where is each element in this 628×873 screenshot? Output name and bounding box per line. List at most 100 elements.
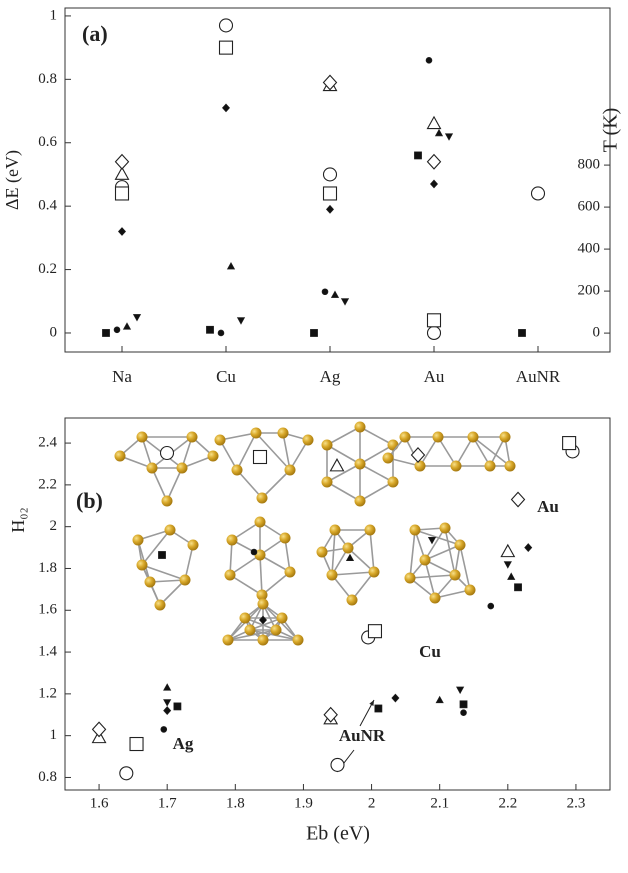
marker (322, 74, 338, 91)
atom (136, 431, 148, 443)
bond (141, 564, 186, 581)
y-tick-label: 2.2 (38, 476, 57, 492)
x-tick-label: 2.2 (498, 795, 517, 811)
structure-symbol (158, 551, 166, 559)
marker (218, 18, 234, 33)
bond (437, 436, 457, 467)
y2-tick-label: 400 (578, 241, 601, 257)
x-tick-label: AuNR (516, 367, 561, 386)
marker (114, 166, 130, 180)
bond (444, 527, 456, 576)
marker (114, 153, 130, 170)
atom (346, 594, 358, 606)
bond (326, 444, 361, 465)
atom (449, 569, 461, 581)
atom (354, 495, 366, 507)
bond (166, 467, 183, 502)
y-tick-label: 0.6 (38, 134, 57, 150)
x-tick-label: Cu (216, 367, 236, 386)
bond (419, 436, 439, 467)
atom (326, 569, 338, 581)
marker (102, 329, 110, 337)
bond (219, 432, 257, 441)
y-axis-label: ΔE (eV) (2, 150, 23, 210)
atom (226, 534, 238, 546)
atom (224, 569, 236, 581)
atom (382, 452, 394, 464)
bond (289, 439, 309, 471)
marker (425, 57, 433, 64)
atom (284, 464, 296, 476)
bond (244, 617, 277, 631)
x-tick-label: 1.9 (294, 795, 313, 811)
bond (255, 432, 291, 471)
atom (257, 634, 269, 646)
bond (141, 529, 171, 566)
bond (424, 559, 456, 576)
marker (322, 186, 338, 201)
marker (325, 204, 335, 214)
bond (472, 436, 491, 467)
atom (214, 434, 226, 446)
bond (236, 469, 263, 499)
structure-symbol (250, 548, 258, 556)
bond (229, 554, 261, 576)
bond (331, 571, 375, 576)
marker (160, 726, 168, 733)
atom (467, 431, 479, 443)
marker (322, 167, 338, 182)
marker (236, 317, 246, 325)
y2-axis-label: T (K) (600, 108, 622, 153)
bond (159, 579, 186, 606)
atom (454, 539, 466, 551)
marker (132, 314, 142, 322)
axes-frame (64, 7, 611, 353)
marker (163, 699, 172, 707)
y-tick-label: 0 (50, 324, 58, 340)
marker (321, 288, 329, 296)
bond (359, 426, 394, 446)
marker (426, 153, 442, 170)
atom (231, 464, 243, 476)
x-tick-label: 2.3 (567, 795, 586, 811)
atom (321, 476, 333, 488)
atom (136, 559, 148, 571)
atom (432, 431, 444, 443)
bond (424, 559, 436, 599)
atom (186, 431, 198, 443)
marker (391, 693, 400, 703)
atom (132, 534, 144, 546)
y-tick-label: 1.2 (38, 685, 57, 701)
arrow-head (369, 700, 374, 706)
bond (424, 544, 461, 561)
y-tick-label: 1 (50, 727, 58, 743)
bond (351, 571, 375, 601)
atom (316, 546, 328, 558)
bond (326, 463, 361, 483)
marker (206, 325, 214, 334)
atom (499, 431, 511, 443)
marker (117, 227, 127, 236)
atom (354, 421, 366, 433)
atom (504, 460, 516, 472)
bond (472, 436, 511, 467)
bond (137, 529, 171, 541)
y2-tick-label: 0 (593, 325, 601, 341)
structure-symbol (410, 447, 426, 463)
atom (179, 574, 191, 586)
atom (161, 495, 173, 507)
marker (173, 702, 182, 711)
atom (364, 524, 376, 536)
structure-symbol (252, 449, 268, 465)
marker (510, 491, 526, 508)
marker (435, 695, 444, 704)
atom (321, 439, 333, 451)
y-tick-label: 1.6 (38, 602, 57, 618)
marker (374, 704, 383, 713)
atom (354, 458, 366, 470)
bond (459, 544, 471, 591)
bond (231, 521, 261, 541)
y2-tick-label: 600 (578, 199, 601, 215)
structure-symbol (159, 445, 175, 461)
